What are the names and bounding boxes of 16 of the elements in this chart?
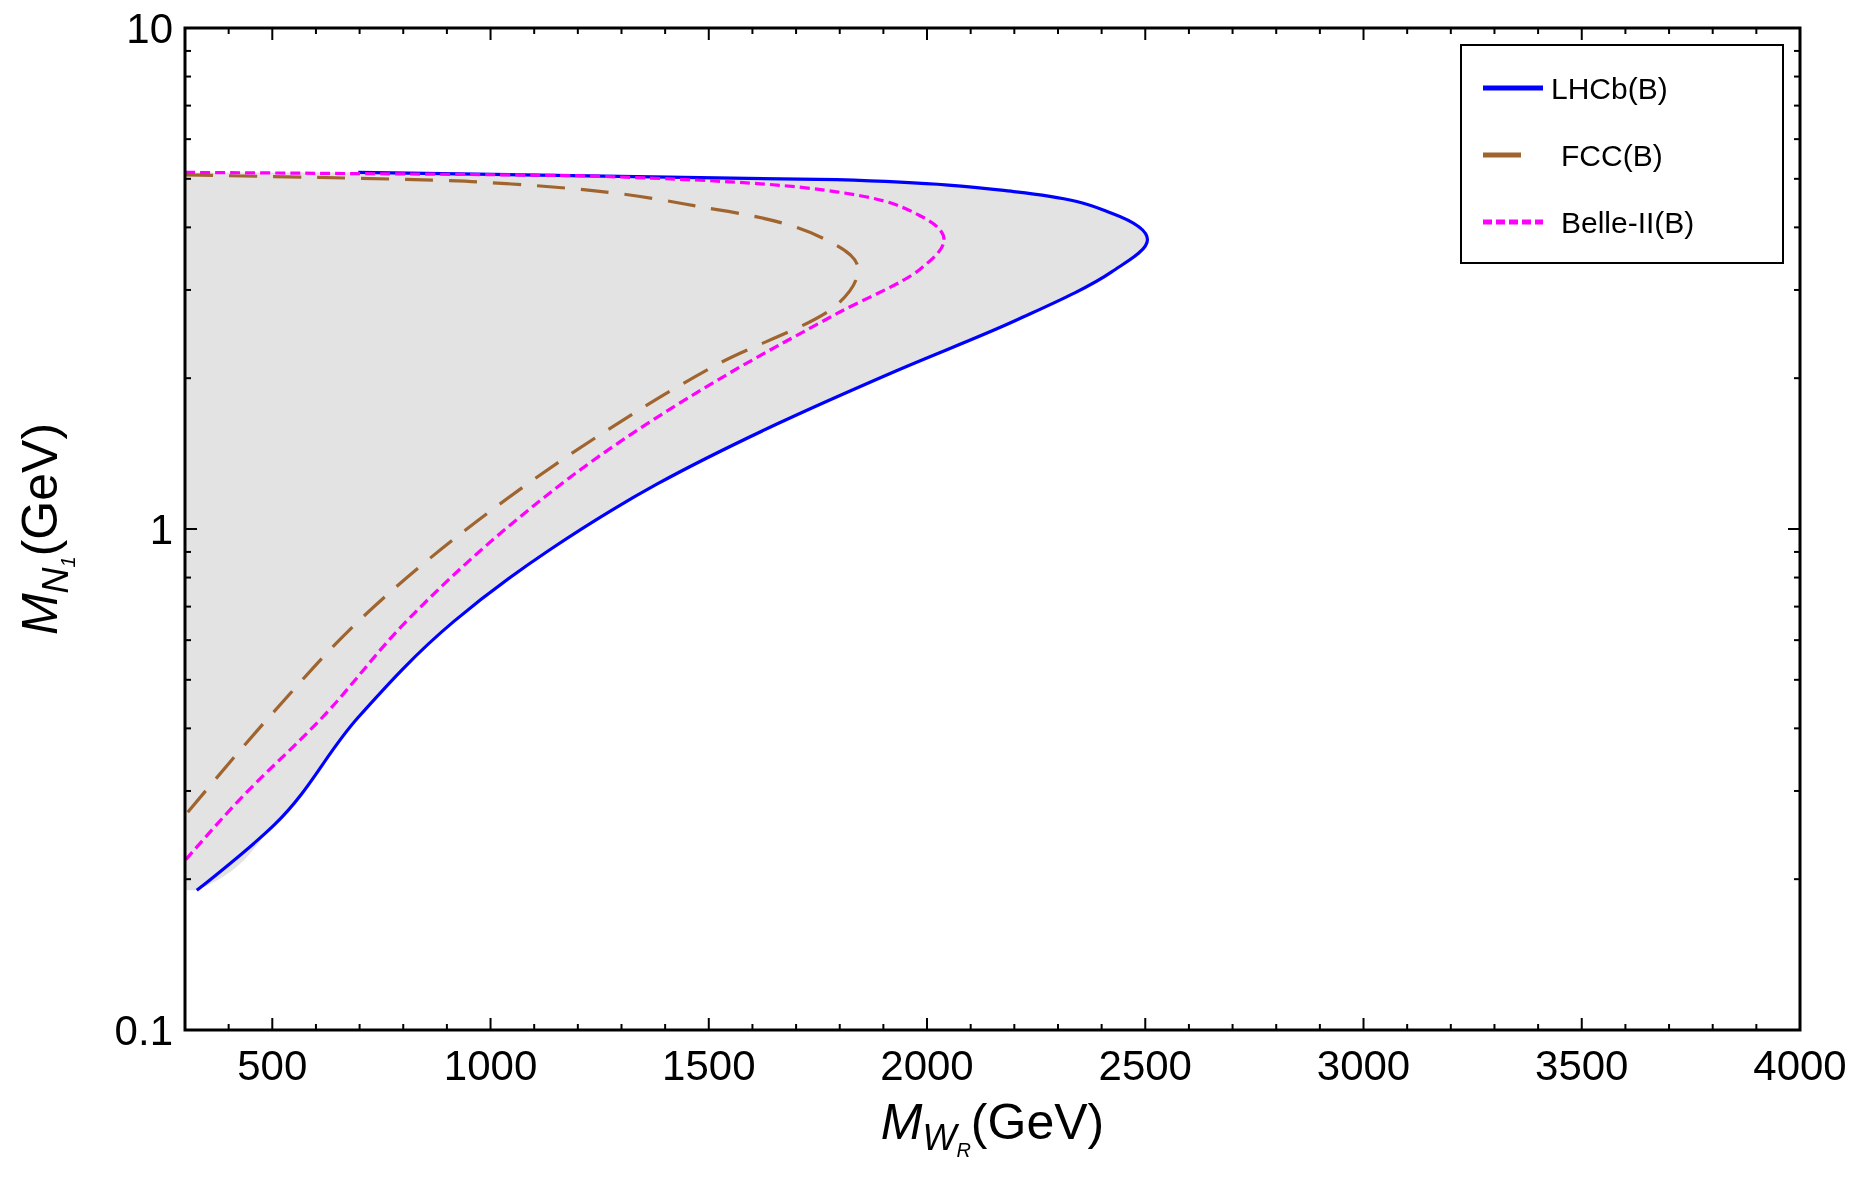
x-tick-label: 2000 (880, 1042, 974, 1089)
x-tick-label: 3000 (1316, 1042, 1411, 1089)
y-tick-label: 10 (126, 4, 173, 52)
legend-label: LHCb(B) (1551, 71, 1668, 105)
x-tick-label: 4000 (1753, 1042, 1847, 1089)
x-tick-label: 2500 (1098, 1042, 1192, 1089)
x-axis-title: M$_{W}$$_{R}$(GeV) (879, 1093, 1106, 1163)
x-tick-label: 3500 (1535, 1042, 1629, 1089)
y-tick-label: 0.1 (114, 1006, 173, 1054)
y-tick-label: 1 (149, 505, 173, 553)
x-tick-label: 500 (237, 1042, 308, 1089)
line-series (185, 170, 946, 863)
legend-label: FCC(B) (1561, 138, 1663, 172)
x-tick-label: 1500 (662, 1042, 756, 1089)
x-tick-label: 1000 (443, 1042, 538, 1089)
legend-label: Belle-II(B) (1561, 205, 1695, 239)
